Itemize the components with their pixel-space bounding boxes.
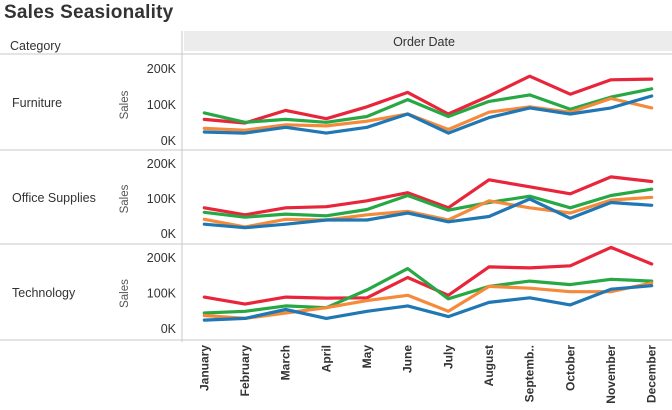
series-line-blue-furniture <box>202 94 654 135</box>
category-label-technology: Technology <box>12 286 76 300</box>
order-date-header: Order Date <box>393 35 455 49</box>
panel-furniture: Furniture Sales 0K 100K 200K <box>0 62 672 151</box>
x-tick-label-july: July <box>441 345 455 369</box>
series-line-red-furniture <box>202 74 654 125</box>
series-line-red-office-supplies <box>202 175 654 217</box>
x-tick-label-january: January <box>197 345 211 391</box>
y-axis-title: Sales <box>119 279 131 308</box>
series-line-blue-office-supplies <box>202 197 654 230</box>
x-tick-label-may: May <box>360 345 374 369</box>
category-label-furniture: Furniture <box>12 96 62 110</box>
x-tick-label-august: August <box>482 345 496 386</box>
series-line-blue-technology <box>202 284 654 322</box>
y-tick-label: 0K <box>161 322 177 336</box>
category-label-office-supplies: Office Supplies <box>12 191 96 205</box>
y-tick-label: 200K <box>147 157 177 171</box>
y-axis-title: Sales <box>119 184 131 213</box>
series-line-red-technology <box>202 245 654 306</box>
x-tick-label-october: October <box>563 345 577 391</box>
x-tick-label-february: February <box>238 345 252 397</box>
x-axis: January February March April May June July Augu… <box>197 345 658 404</box>
x-tick-label-june: June <box>401 345 415 373</box>
category-header: Category <box>10 39 61 53</box>
series-line-orange-furniture <box>202 96 654 132</box>
y-tick-label: 200K <box>147 62 177 76</box>
series-line-green-furniture <box>202 87 654 124</box>
x-tick-label-april: April <box>319 345 333 372</box>
y-tick-label: 100K <box>147 192 177 206</box>
series-line-orange-office-supplies <box>202 195 654 229</box>
x-tick-label-november: November <box>604 345 618 404</box>
panel-technology: Technology Sales 0K 100K 200K <box>0 245 672 341</box>
series-line-orange-technology <box>202 281 654 320</box>
x-tick-label-septemb: Septemb.. <box>523 345 537 402</box>
series-line-green-office-supplies <box>202 187 654 219</box>
panels-layer: Furniture Sales 0K 100K 200K Office Supplies S… <box>0 62 672 341</box>
series-line-green-technology <box>202 267 654 315</box>
x-tick-label-december: December <box>645 345 659 403</box>
y-axis-title: Sales <box>119 90 131 119</box>
chart-title: Sales Seasionality <box>4 2 174 23</box>
y-tick-label: 100K <box>147 287 177 301</box>
y-tick-label: 100K <box>147 98 177 112</box>
y-tick-label: 0K <box>161 227 177 241</box>
y-tick-label: 200K <box>147 251 177 265</box>
y-tick-label: 0K <box>161 134 177 148</box>
x-tick-label-march: March <box>279 345 293 380</box>
panel-office-supplies: Office Supplies Sales 0K 100K 200K <box>0 157 672 245</box>
order-date-header-bg <box>184 31 672 51</box>
